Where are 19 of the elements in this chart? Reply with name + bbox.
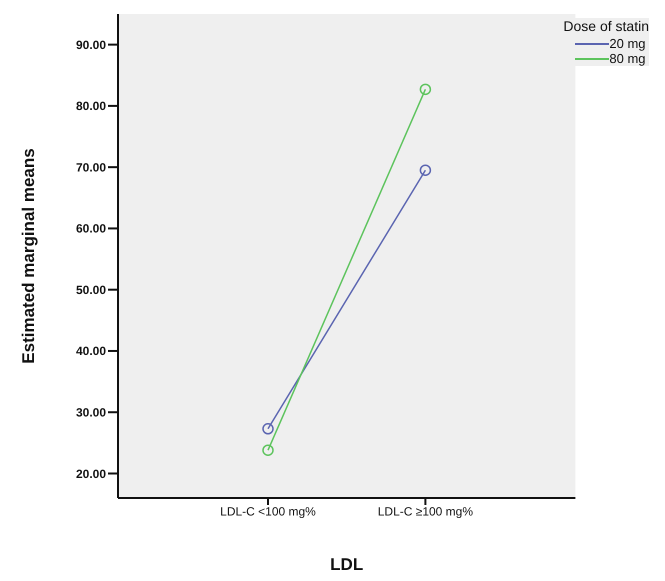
- point: [262, 423, 274, 435]
- y-tick-label: 50.00: [76, 282, 106, 297]
- x-tick-label: LDL-C ≥100 mg%: [378, 504, 474, 519]
- y-tick-label: 30.00: [76, 405, 106, 420]
- y-tick-label: 40.00: [76, 344, 106, 358]
- point: [420, 84, 432, 96]
- y-tick-label: 80.00: [76, 99, 106, 114]
- point: [420, 164, 432, 176]
- y-tick-label: 90.00: [76, 38, 106, 52]
- y-tick-label: 60.00: [76, 222, 106, 236]
- legend-label: 80 mg: [609, 51, 646, 66]
- point: [262, 444, 274, 456]
- legend-label: 20 mg: [609, 36, 646, 51]
- y-axis-title: Estimated marginal means: [19, 148, 38, 364]
- y-tick-label: 70.00: [76, 160, 106, 174]
- y-tick-label: 20.00: [76, 466, 106, 481]
- legend-title: Dose of statin: [563, 18, 649, 34]
- x-tick-label: LDL-C <100 mg%: [220, 504, 316, 519]
- x-axis-title: LDL: [330, 555, 364, 574]
